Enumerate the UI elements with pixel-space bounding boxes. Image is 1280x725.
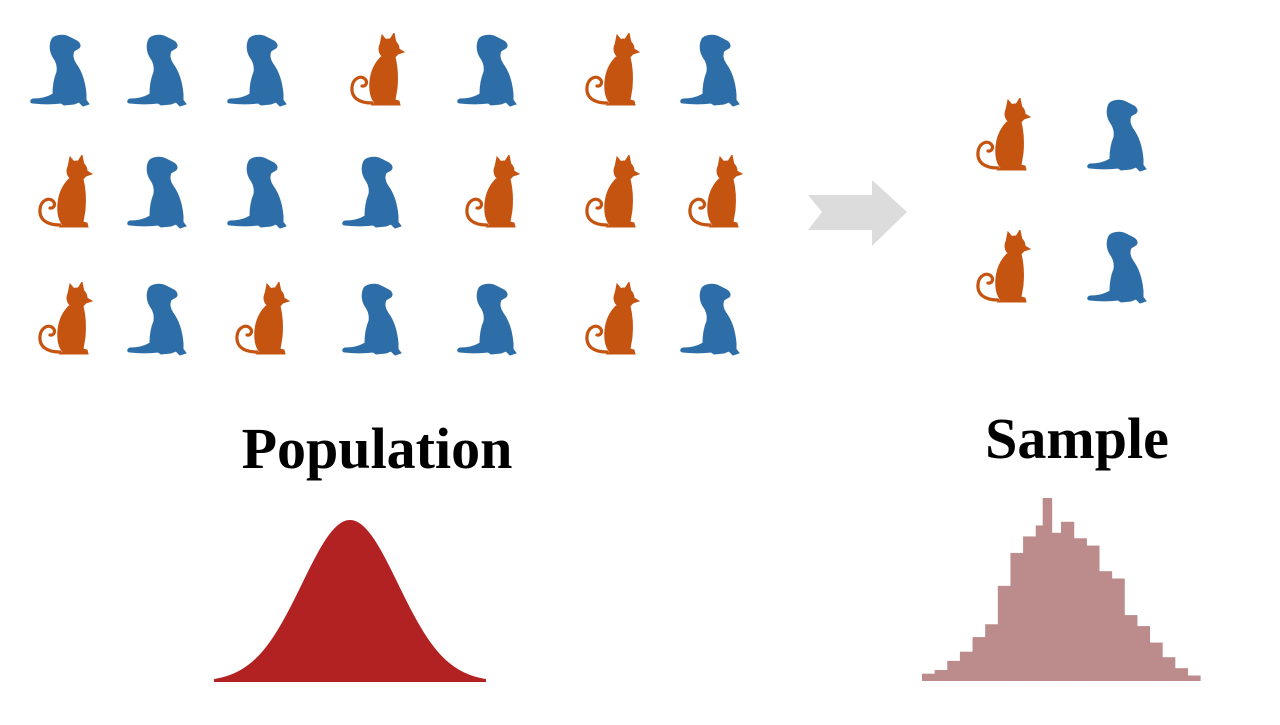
dog-icon [127,283,187,356]
dog-icon [342,156,402,229]
histogram-bar [922,673,936,681]
dog-icon [227,156,287,229]
histogram-bar [1061,521,1075,681]
cat-icon [38,155,94,229]
cat-icon [38,282,94,356]
histogram-bar [1187,675,1201,681]
histogram-bar [1124,615,1138,681]
dog-icon [457,283,517,356]
dog-icon [30,34,90,107]
histogram-bar [985,624,999,681]
cat-icon [585,33,641,107]
histogram-bar [1086,545,1100,681]
histogram-bar [972,637,986,681]
cat-icon [688,155,744,229]
sample-histogram [922,498,1201,681]
cat-icon [235,282,291,356]
dog-icon [127,34,187,107]
dog-icon [680,283,740,356]
histogram-bar [997,585,1012,681]
histogram-bar [1073,538,1087,681]
histogram-bar [1111,578,1125,681]
histogram-bar [1174,668,1188,681]
cat-icon [585,155,641,229]
sample-title: Sample [985,406,1169,471]
histogram-bar [1149,642,1163,681]
histogram-bar [1023,536,1037,681]
cat-icon [976,230,1032,304]
dog-icon [680,34,740,107]
population-normal-curve [214,520,486,682]
dog-icon [1087,231,1147,304]
cat-icon [585,282,641,356]
right-arrow-icon [808,180,907,246]
cat-icon [976,98,1032,172]
population-title: Population [241,416,513,481]
sample-icon-grid [976,98,1147,304]
histogram-bar [1136,626,1151,681]
cat-icon [350,33,406,107]
cat-icon [465,155,521,229]
dog-icon [342,283,402,356]
histogram-bar [1098,571,1113,681]
dog-icon [227,34,287,107]
dog-icon [1087,99,1147,172]
histogram-bar [934,670,948,681]
dog-icon [127,156,187,229]
histogram-bar [947,660,961,681]
histogram-bar [1010,552,1024,681]
dog-icon [457,34,517,107]
histogram-bar [1162,657,1176,681]
histogram-bar [959,651,974,681]
histogram-bar [1042,498,1053,681]
population-icon-grid [30,33,744,356]
